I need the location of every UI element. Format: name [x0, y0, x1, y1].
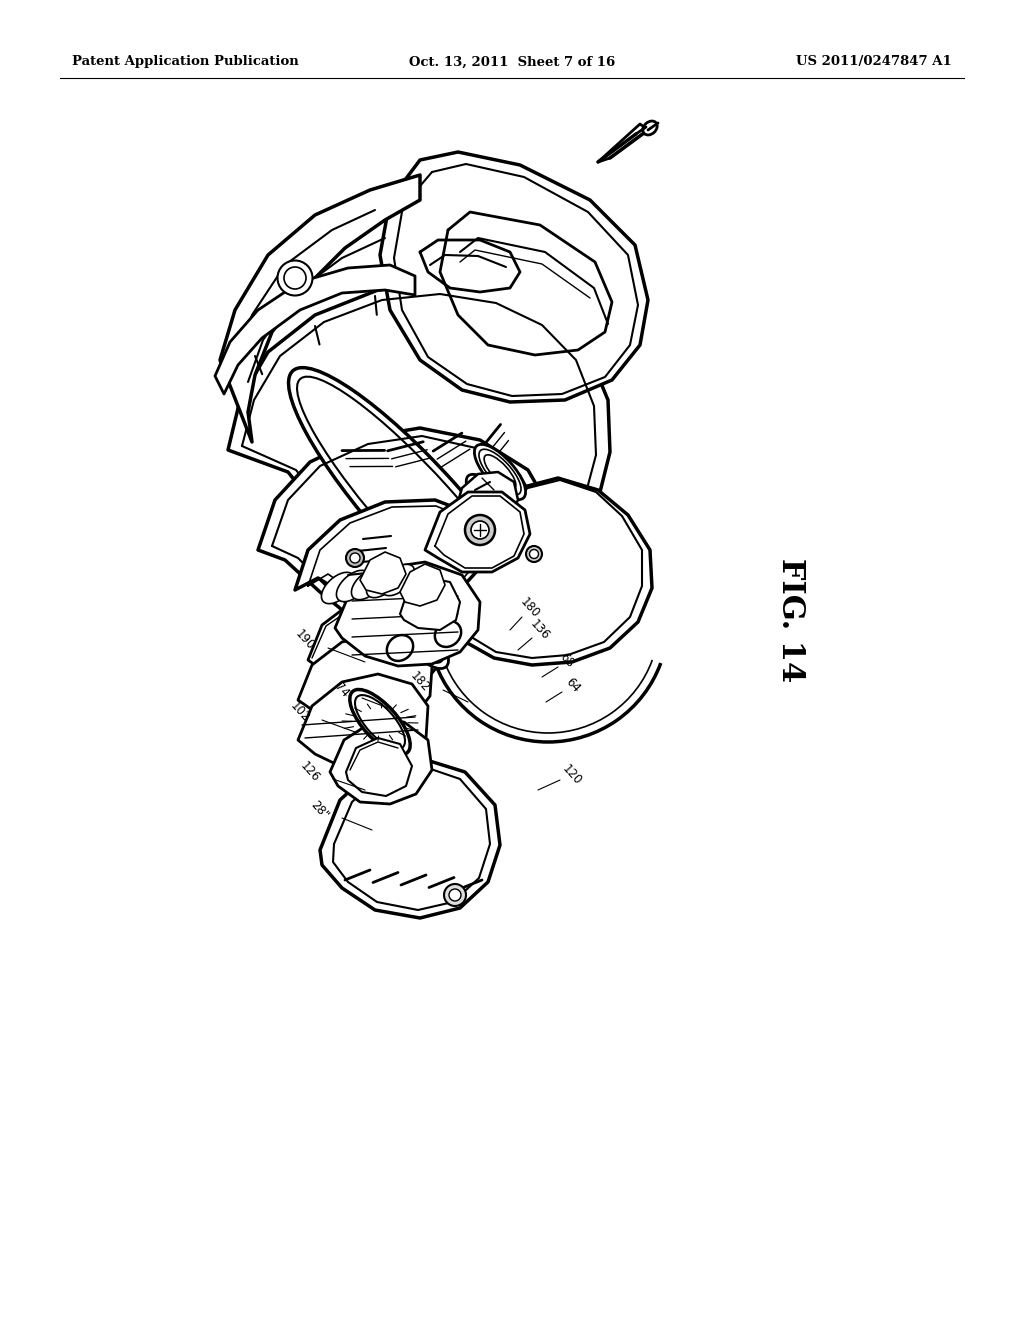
Polygon shape [319, 758, 500, 917]
Ellipse shape [474, 445, 525, 500]
Ellipse shape [337, 570, 370, 602]
Polygon shape [228, 282, 610, 579]
Polygon shape [298, 634, 432, 729]
Ellipse shape [284, 267, 306, 289]
Ellipse shape [350, 553, 360, 564]
Ellipse shape [350, 689, 411, 755]
Text: 190: 190 [293, 627, 317, 652]
Text: 180: 180 [518, 595, 543, 620]
Polygon shape [258, 428, 555, 645]
Ellipse shape [449, 888, 461, 902]
Text: 74: 74 [332, 680, 352, 700]
Ellipse shape [465, 515, 495, 545]
Ellipse shape [387, 635, 413, 661]
Ellipse shape [278, 260, 312, 296]
Polygon shape [295, 500, 485, 609]
Text: 68: 68 [557, 651, 577, 669]
Text: Patent Application Publication: Patent Application Publication [72, 55, 299, 69]
Polygon shape [380, 152, 648, 403]
Ellipse shape [322, 573, 354, 603]
Polygon shape [346, 738, 412, 796]
Text: 182: 182 [408, 669, 432, 694]
Polygon shape [455, 473, 518, 524]
Polygon shape [220, 176, 420, 442]
Text: 120: 120 [560, 763, 585, 788]
Ellipse shape [643, 121, 657, 135]
Text: 102: 102 [288, 700, 312, 725]
Ellipse shape [484, 455, 516, 490]
Polygon shape [308, 591, 449, 690]
Text: 126: 126 [298, 759, 323, 784]
Ellipse shape [351, 569, 385, 599]
Ellipse shape [444, 884, 466, 906]
Polygon shape [400, 578, 460, 630]
Polygon shape [425, 492, 530, 572]
Polygon shape [445, 478, 652, 665]
Ellipse shape [346, 549, 364, 568]
Polygon shape [335, 562, 480, 667]
Polygon shape [330, 722, 432, 804]
Ellipse shape [466, 474, 514, 525]
Polygon shape [298, 675, 428, 770]
Polygon shape [360, 552, 406, 594]
Ellipse shape [526, 546, 542, 562]
Text: Oct. 13, 2011  Sheet 7 of 16: Oct. 13, 2011 Sheet 7 of 16 [409, 55, 615, 69]
Text: 64: 64 [563, 675, 583, 694]
Text: 28": 28" [308, 799, 332, 822]
Ellipse shape [435, 622, 461, 647]
Polygon shape [400, 564, 445, 606]
Text: 136: 136 [527, 618, 552, 643]
Ellipse shape [367, 566, 399, 598]
Text: FIG. 14: FIG. 14 [774, 558, 806, 682]
Ellipse shape [395, 611, 449, 668]
Ellipse shape [381, 565, 415, 595]
Ellipse shape [471, 521, 489, 539]
Ellipse shape [529, 549, 539, 558]
Text: US 2011/0247847 A1: US 2011/0247847 A1 [797, 55, 952, 69]
Polygon shape [598, 124, 648, 162]
Ellipse shape [289, 368, 552, 656]
Polygon shape [215, 265, 415, 393]
